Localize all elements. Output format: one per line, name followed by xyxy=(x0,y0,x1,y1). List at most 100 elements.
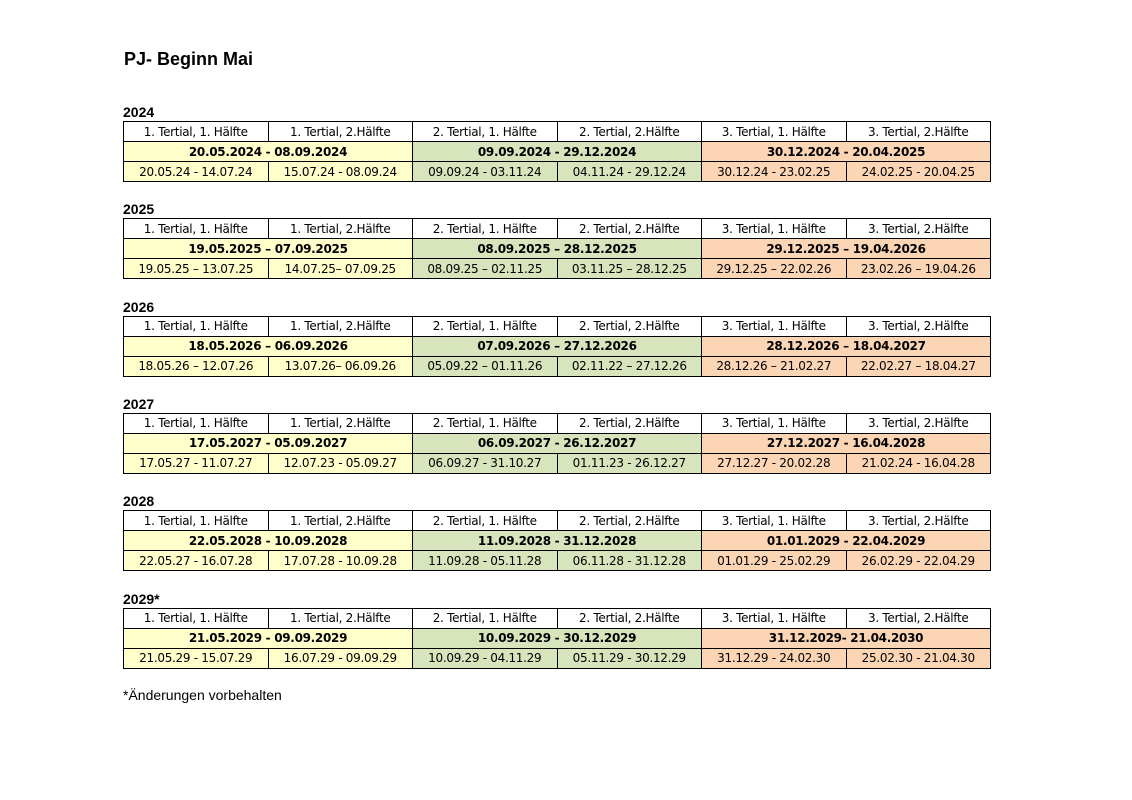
half-cell: 04.11.24 - 29.12.24 xyxy=(556,161,702,182)
half-cell: 05.11.29 - 30.12.29 xyxy=(556,647,702,669)
half-row: 19.05.25 – 13.07.25 14.07.25– 07.09.25 08.… xyxy=(123,258,991,280)
header-row: 1. Tertial, 1. Hälfte 1. Tertial, 2.Hälft… xyxy=(123,218,991,240)
half-cell: 01.01.29 - 25.02.29 xyxy=(701,550,847,572)
tertial-cell: 31.12.2029- 21.04.2030 xyxy=(701,627,991,649)
header-cell: 1. Tertial, 2.Hälfte xyxy=(267,121,413,142)
schedule-table: 1. Tertial, 1. Hälfte 1. Tertial, 2.Hälft… xyxy=(123,315,991,377)
tertial-cell: 27.12.2027 - 16.04.2028 xyxy=(701,432,991,454)
year-block: 2027 1. Tertial, 1. Hälfte 1. Tertial, 2.H… xyxy=(123,396,991,474)
year-block: 2025 1. Tertial, 1. Hälfte 1. Tertial, 2.H… xyxy=(123,201,991,280)
half-cell: 29.12.25 – 22.02.26 xyxy=(701,258,847,280)
header-cell: 1. Tertial, 1. Hälfte xyxy=(123,510,269,532)
tertial-cell: 07.09.2026 – 27.12.2026 xyxy=(412,335,702,357)
tertial-cell: 22.05.2028 - 10.09.2028 xyxy=(123,530,413,552)
tertial-cell: 28.12.2026 – 18.04.2027 xyxy=(701,335,991,357)
half-cell: 06.09.27 - 31.10.27 xyxy=(412,452,558,474)
year-label: 2029* xyxy=(123,590,160,607)
header-cell: 2. Tertial, 2.Hälfte xyxy=(556,510,702,532)
year-label: 2027 xyxy=(123,395,155,412)
header-cell: 2. Tertial, 2.Hälfte xyxy=(556,218,702,240)
tertial-row: 21.05.2029 - 09.09.2029 10.09.2029 - 30.1… xyxy=(123,627,991,649)
header-cell: 1. Tertial, 1. Hälfte xyxy=(123,121,269,142)
header-cell: 2. Tertial, 1. Hälfte xyxy=(412,412,558,434)
header-cell: 3. Tertial, 2.Hälfte xyxy=(845,121,991,142)
half-cell: 22.02.27 – 18.04.27 xyxy=(845,355,991,377)
tertial-cell: 10.09.2029 - 30.12.2029 xyxy=(412,627,702,649)
half-cell: 28.12.26 – 21.02.27 xyxy=(701,355,847,377)
tertial-cell: 19.05.2025 – 07.09.2025 xyxy=(123,238,413,260)
year-block: 2028 1. Tertial, 1. Hälfte 1. Tertial, 2.H… xyxy=(123,493,991,572)
header-row: 1. Tertial, 1. Hälfte 1. Tertial, 2.Hälft… xyxy=(123,607,991,629)
header-cell: 2. Tertial, 2.Hälfte xyxy=(556,315,702,337)
half-cell: 27.12.27 - 20.02.28 xyxy=(701,452,847,474)
half-cell: 25.02.30 - 21.04.30 xyxy=(845,647,991,669)
header-cell: 3. Tertial, 2.Hälfte xyxy=(845,510,991,532)
year-block: 2026 1. Tertial, 1. Hälfte 1. Tertial, 2.H… xyxy=(123,299,991,377)
header-row: 1. Tertial, 1. Hälfte 1. Tertial, 2.Hälft… xyxy=(123,510,991,532)
half-cell: 03.11.25 – 28.12.25 xyxy=(556,258,702,280)
year-label: 2024 xyxy=(123,104,155,120)
schedule-table: 1. Tertial, 1. Hälfte 1. Tertial, 2.Hälft… xyxy=(123,412,991,474)
header-cell: 1. Tertial, 2.Hälfte xyxy=(267,510,413,532)
half-cell: 06.11.28 - 31.12.28 xyxy=(556,550,702,572)
schedule-table: 1. Tertial, 1. Hälfte 1. Tertial, 2.Hälft… xyxy=(123,607,991,669)
half-cell: 24.02.25 - 20.04.25 xyxy=(845,161,991,182)
tertial-row: 18.05.2026 – 06.09.2026 07.09.2026 – 27.1… xyxy=(123,335,991,357)
year-label: 2026 xyxy=(123,298,155,315)
header-cell: 3. Tertial, 1. Hälfte xyxy=(701,510,847,532)
half-cell: 13.07.26– 06.09.26 xyxy=(267,355,413,377)
tertial-cell: 17.05.2027 - 05.09.2027 xyxy=(123,432,413,454)
half-cell: 22.05.27 - 16.07.28 xyxy=(123,550,269,572)
header-cell: 2. Tertial, 1. Hälfte xyxy=(412,218,558,240)
half-cell: 09.09.24 - 03.11.24 xyxy=(412,161,558,182)
header-cell: 2. Tertial, 2.Hälfte xyxy=(556,607,702,629)
half-row: 17.05.27 - 11.07.27 12.07.23 - 05.09.27 06… xyxy=(123,452,991,474)
year-label: 2025 xyxy=(123,201,155,218)
header-cell: 1. Tertial, 2.Hälfte xyxy=(267,218,413,240)
half-cell: 23.02.26 – 19.04.26 xyxy=(845,258,991,280)
header-cell: 3. Tertial, 2.Hälfte xyxy=(845,315,991,337)
half-cell: 02.11.22 – 27.12.26 xyxy=(556,355,702,377)
tertial-row: 17.05.2027 - 05.09.2027 06.09.2027 - 26.1… xyxy=(123,432,991,454)
title: PJ- Beginn Mai xyxy=(124,49,254,69)
header-cell: 1. Tertial, 2.Hälfte xyxy=(267,315,413,337)
half-cell: 21.02.24 - 16.04.28 xyxy=(845,452,991,474)
header-cell: 3. Tertial, 1. Hälfte xyxy=(701,121,847,142)
header-cell: 2. Tertial, 2.Hälfte xyxy=(556,412,702,434)
schedule-table: 1. Tertial, 1. Hälfte 1. Tertial, 2.Hälft… xyxy=(123,121,991,182)
header-cell: 2. Tertial, 1. Hälfte xyxy=(412,510,558,532)
header-cell: 2. Tertial, 1. Hälfte xyxy=(412,315,558,337)
header-cell: 3. Tertial, 1. Hälfte xyxy=(701,315,847,337)
header-cell: 3. Tertial, 2.Hälfte xyxy=(845,607,991,629)
half-cell: 16.07.29 - 09.09.29 xyxy=(267,647,413,669)
year-block: 2024 1. Tertial, 1. Hälfte 1. Tertial, 2.H… xyxy=(123,104,991,182)
half-cell: 12.07.23 - 05.09.27 xyxy=(267,452,413,474)
header-cell: 1. Tertial, 2.Hälfte xyxy=(267,607,413,629)
header-cell: 2. Tertial, 2.Hälfte xyxy=(556,121,702,142)
half-cell: 19.05.25 – 13.07.25 xyxy=(123,258,269,280)
half-cell: 10.09.29 - 04.11.29 xyxy=(412,647,558,669)
header-cell: 1. Tertial, 1. Hälfte xyxy=(123,315,269,337)
year-block: 2029* 1. Tertial, 1. Hälfte 1. Tertial, 2.… xyxy=(123,591,991,669)
half-cell: 11.09.28 - 05.11.28 xyxy=(412,550,558,572)
header-cell: 1. Tertial, 2.Hälfte xyxy=(267,412,413,434)
header-cell: 2. Tertial, 1. Hälfte xyxy=(412,607,558,629)
half-cell: 14.07.25– 07.09.25 xyxy=(267,258,413,280)
tertial-cell: 08.09.2025 – 28.12.2025 xyxy=(412,238,702,260)
header-row: 1. Tertial, 1. Hälfte 1. Tertial, 2.Hälft… xyxy=(123,121,991,142)
year-label: 2028 xyxy=(123,493,155,510)
half-cell: 17.07.28 - 10.09.28 xyxy=(267,550,413,572)
tertial-row: 20.05.2024 - 08.09.2024 09.09.2024 - 29.1… xyxy=(123,141,991,162)
schedule-table: 1. Tertial, 1. Hälfte 1. Tertial, 2.Hälft… xyxy=(123,510,991,572)
half-row: 22.05.27 - 16.07.28 17.07.28 - 10.09.28 11… xyxy=(123,550,991,572)
header-cell: 1. Tertial, 1. Hälfte xyxy=(123,412,269,434)
half-cell: 17.05.27 - 11.07.27 xyxy=(123,452,269,474)
tertial-cell: 29.12.2025 – 19.04.2026 xyxy=(701,238,991,260)
half-row: 20.05.24 - 14.07.24 15.07.24 - 08.09.24 09… xyxy=(123,161,991,182)
header-cell: 3. Tertial, 2.Hälfte xyxy=(845,412,991,434)
half-cell: 01.11.23 - 26.12.27 xyxy=(556,452,702,474)
header-row: 1. Tertial, 1. Hälfte 1. Tertial, 2.Hälft… xyxy=(123,412,991,434)
tertial-cell: 21.05.2029 - 09.09.2029 xyxy=(123,627,413,649)
half-cell: 21.05.29 - 15.07.29 xyxy=(123,647,269,669)
